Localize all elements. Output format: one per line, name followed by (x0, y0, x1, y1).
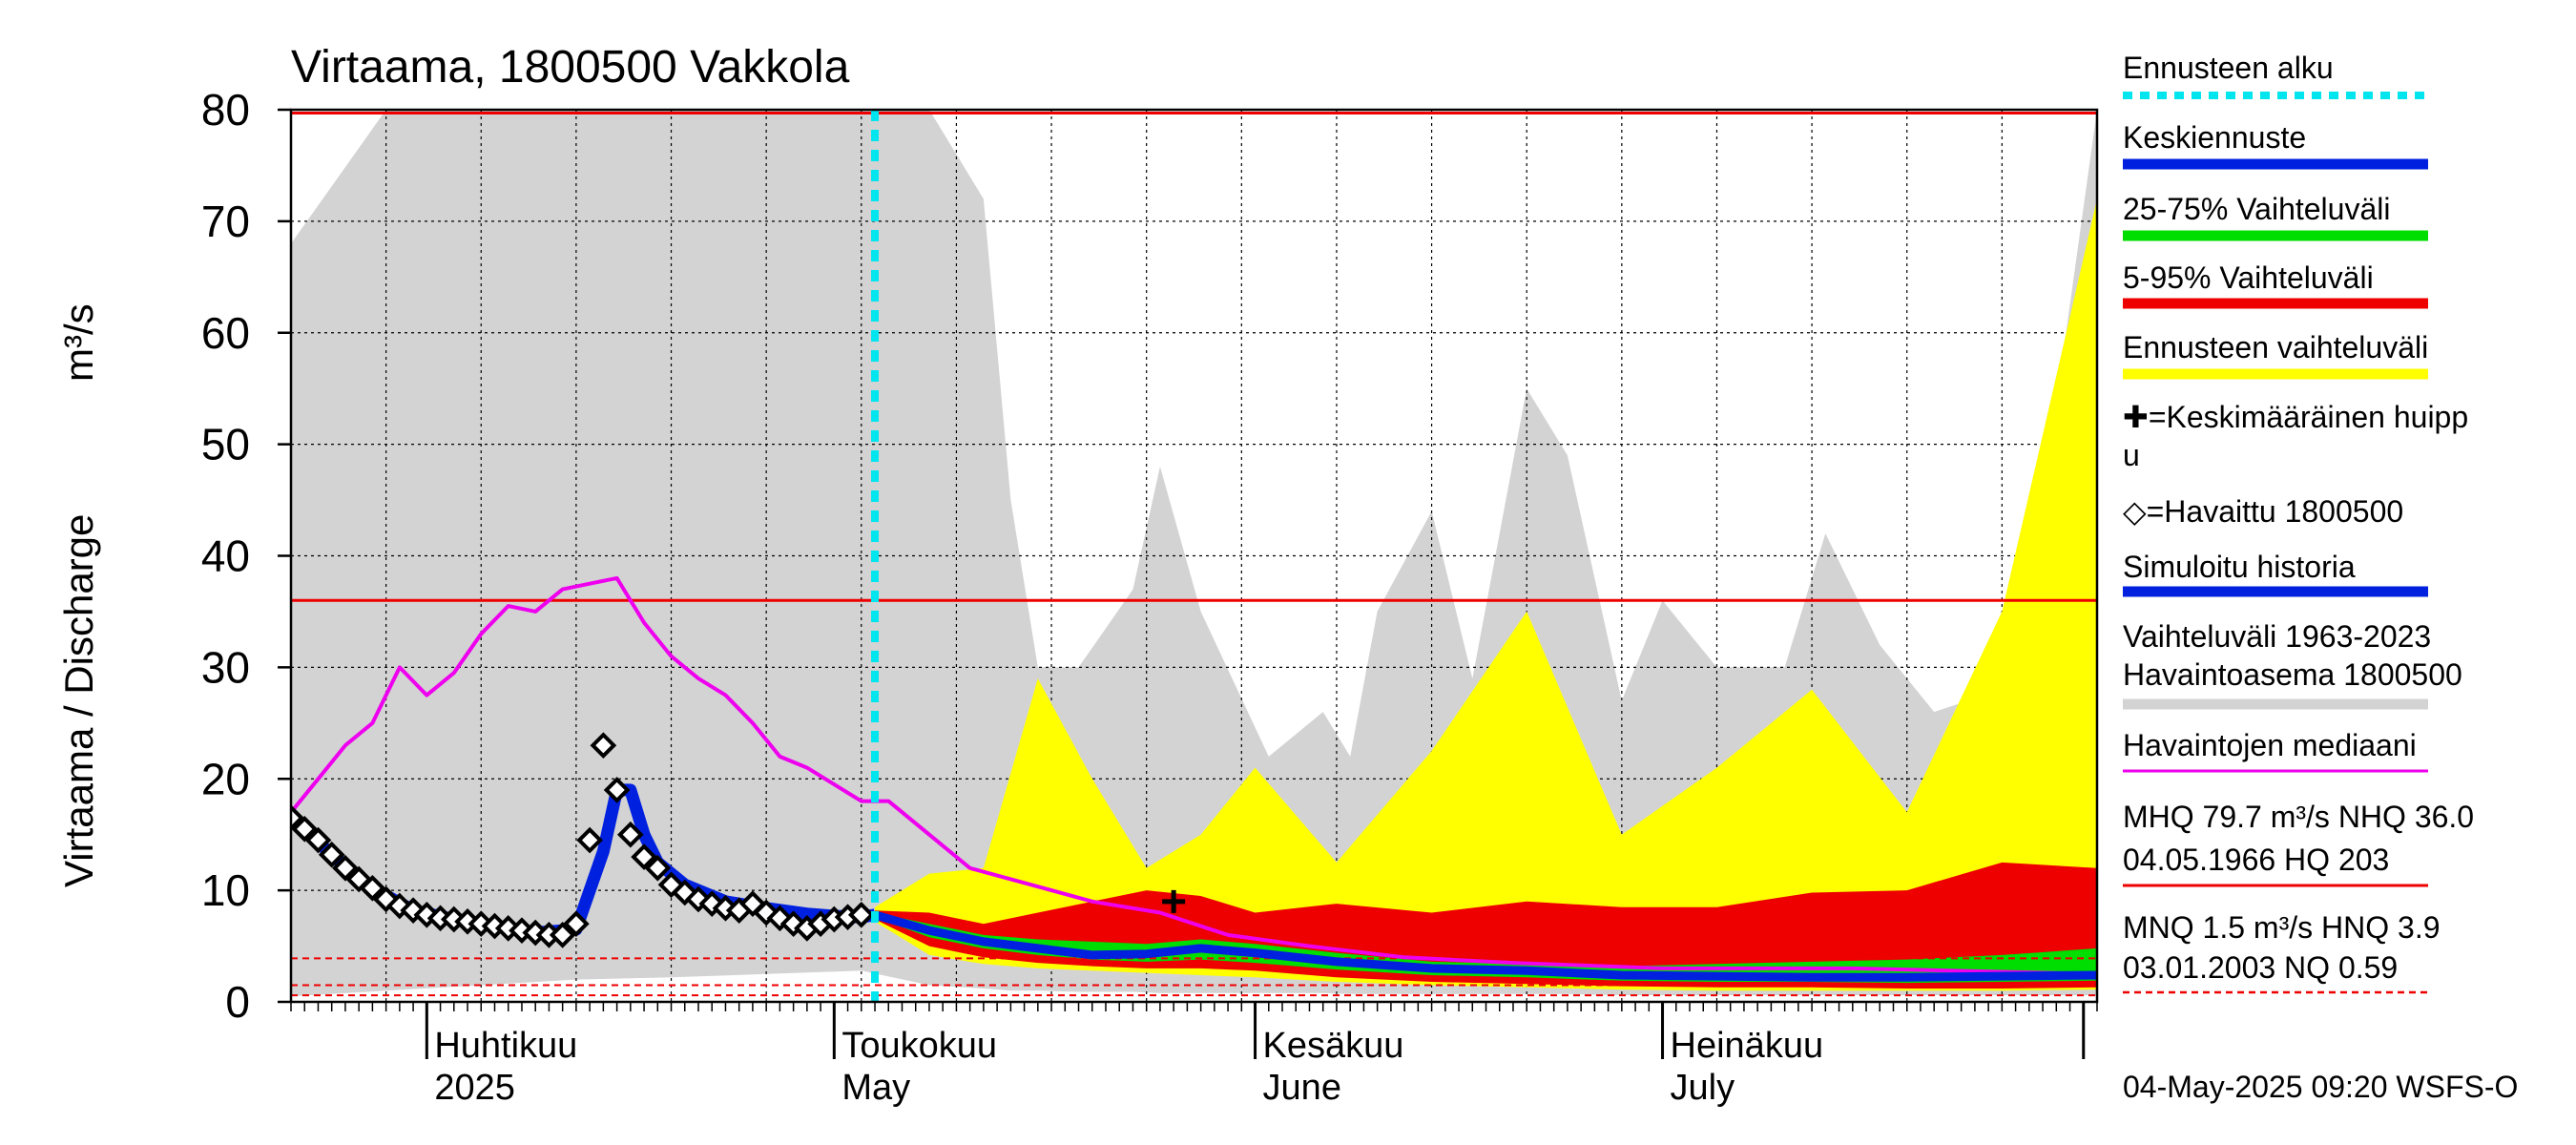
legend-item-label: Simuloitu historia (2123, 550, 2356, 584)
y-axis-label: Virtaama / Discharge (56, 514, 101, 887)
observed-point (644, 854, 672, 882)
legend-item-label: Havaintojen mediaani (2123, 728, 2417, 762)
observed-point (304, 826, 332, 854)
legend-item-label: ◇=Havaittu 1800500 (2123, 494, 2403, 529)
y-tick-label: 40 (201, 531, 250, 581)
y-tick-label: 30 (201, 642, 250, 692)
median-line (291, 575, 2097, 976)
x-month-label: Kesäkuu (1263, 1026, 1404, 1066)
legend-item-label: MHQ 79.7 m³/s NHQ 36.0 (2123, 800, 2474, 834)
legend-item-label-line2: u (2123, 438, 2140, 472)
observed-point (616, 821, 644, 848)
x-month-sublabel: June (1263, 1068, 1341, 1108)
x-month-sublabel: May (841, 1068, 910, 1108)
chart-title: Virtaama, 1800500 Vakkola (291, 42, 850, 93)
y-tick-label: 10 (201, 865, 250, 915)
x-month-label: Toukokuu (841, 1026, 997, 1066)
y-tick-label: 0 (225, 977, 250, 1027)
legend-item-label: Ennusteen vaihteluväli (2123, 330, 2428, 364)
legend-item-label: 5-95% Vaihteluväli (2123, 260, 2374, 295)
observed-points (291, 732, 875, 948)
legend-item-label: Ennusteen alku (2123, 51, 2334, 85)
timestamp-footer: 04-May-2025 09:20 WSFS-O (2123, 1070, 2518, 1104)
observed-point (359, 874, 386, 902)
plot-area (291, 110, 2097, 1002)
grid (291, 110, 2097, 1002)
y-tick-label: 70 (201, 197, 250, 246)
x-month-label: Heinäkuu (1671, 1026, 1824, 1066)
historical-range-band (291, 110, 2097, 997)
observed-point (847, 902, 875, 928)
observed-point (563, 910, 590, 938)
observed-point (318, 841, 345, 868)
y-tick-label: 20 (201, 754, 250, 803)
legend-item-label: ✚=Keskimääräinen huipp (2123, 400, 2468, 434)
legend-item-label: Keskiennuste (2123, 120, 2306, 155)
observed-point (291, 816, 319, 843)
observed-point (603, 777, 631, 803)
x-month-label: Huhtikuu (434, 1026, 577, 1066)
forecast-mean-line (873, 910, 2097, 982)
observed-point (291, 804, 304, 831)
legend-item-label: Vaihteluväli 1963-2023 (2123, 619, 2431, 654)
legend-item-label-line2: 04.05.1966 HQ 203 (2123, 843, 2389, 877)
y-tick-label: 50 (201, 420, 250, 469)
y-tick-label: 80 (201, 85, 250, 135)
observed-point (549, 922, 576, 948)
forecast-range-band (875, 198, 2097, 991)
observed-point (631, 843, 657, 870)
y-tick-label: 60 (201, 308, 250, 358)
y-axis-unit: m³/s (56, 303, 101, 382)
observed-point (590, 732, 617, 760)
x-month-sublabel: 2025 (434, 1068, 515, 1108)
legend: Ennusteen alku Keskiennuste 25-75% Vaihtel… (2123, 51, 2474, 994)
mean-peak-marker (1162, 889, 1186, 913)
observed-point (332, 854, 359, 882)
legend-item-label: MNQ 1.5 m³/s HNQ 3.9 (2123, 910, 2441, 945)
x-month-sublabel: July (1671, 1068, 1735, 1108)
plot-content (291, 110, 2097, 1002)
legend-item-label-line2: Havaintoasema 1800500 (2123, 657, 2462, 692)
legend-item-label-line2: 03.01.2003 NQ 0.59 (2123, 950, 2398, 985)
observed-point (576, 826, 603, 854)
band-25-75 (875, 912, 2097, 984)
legend-item-label: 25-75% Vaihteluväli (2123, 192, 2390, 226)
